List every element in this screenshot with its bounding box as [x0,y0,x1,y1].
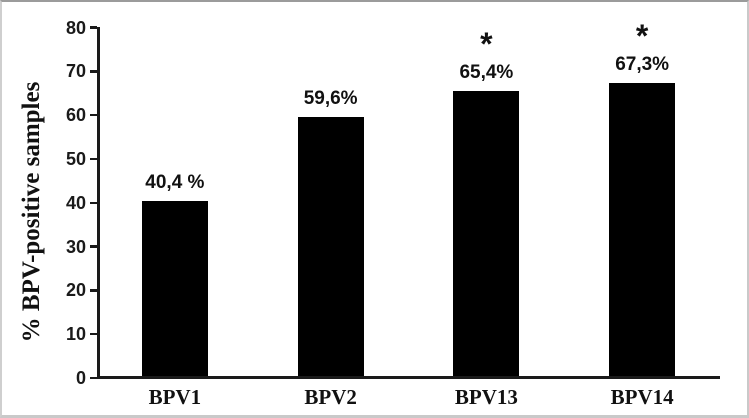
y-tick-label: 70 [65,61,86,82]
y-tick [90,245,97,248]
x-axis-label: BPV13 [454,385,518,409]
bar [453,91,520,378]
y-tick [90,157,97,161]
y-tick [90,26,97,29]
significance-asterisk: * [635,18,649,55]
bar [141,200,208,378]
y-tick [90,289,97,292]
bar [297,116,364,378]
bar-value-label: 67,3% [615,54,670,76]
bar-value-label: 65,4% [459,62,514,84]
bar-value-label: 40,4 % [145,171,205,193]
y-tick [90,376,97,380]
y-tick-label: 20 [65,280,86,301]
y-tick-label: 10 [65,324,86,345]
x-axis-label: BPV1 [148,385,202,409]
significance-asterisk: * [480,26,493,63]
bar-value-label: 59,6% [303,87,358,109]
y-tick-label: 80 [65,17,86,38]
y-tick [90,70,97,73]
y-tick [90,332,97,336]
y-tick-label: 60 [65,105,86,126]
x-axis-label: BPV14 [610,385,674,409]
y-tick-label: 50 [65,148,86,169]
y-tick-label: 30 [65,236,86,257]
bar [609,83,676,378]
y-tick [90,113,97,117]
y-tick-label: 40 [65,192,86,213]
y-tick-label: 0 [75,368,86,388]
y-axis-line [97,27,100,379]
x-axis-line [97,375,720,379]
y-tick [90,201,97,204]
x-axis-label: BPV2 [304,385,357,409]
